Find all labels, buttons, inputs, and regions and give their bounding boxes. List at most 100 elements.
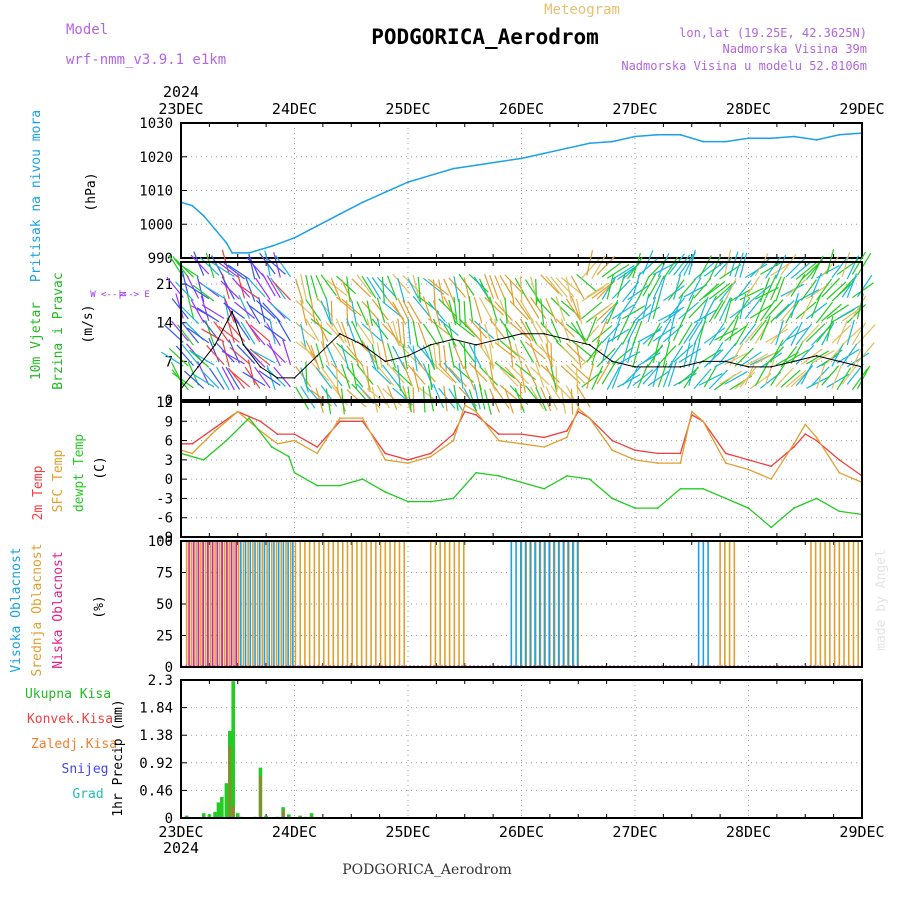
- wind-barb: [698, 372, 723, 386]
- temp2m-line-point: [543, 436, 546, 439]
- wind-barb: [545, 275, 563, 297]
- wind-barb: [550, 385, 566, 408]
- wind-barb: [739, 287, 764, 301]
- wind-barb: [545, 365, 559, 389]
- wind-barb: [576, 273, 597, 292]
- date-label-top: 25DEC: [385, 100, 430, 118]
- y-tick-label: 0.92: [139, 756, 173, 772]
- mid-cloud-axis-title: Srednja Oblacnost: [30, 543, 45, 676]
- wind-barb: [273, 252, 281, 278]
- y-tick-label: 12: [156, 395, 173, 411]
- wind-barb: [765, 299, 784, 320]
- wind-barb: [199, 257, 220, 276]
- wind-barb: [708, 299, 724, 323]
- wind-barb: [499, 275, 514, 299]
- wind-barb: [550, 318, 562, 343]
- wind-barb: [565, 276, 573, 303]
- wind-barb: [463, 321, 482, 342]
- wind-barb: [422, 345, 435, 370]
- wind-barb: [734, 323, 749, 347]
- wind-barb: [259, 252, 276, 275]
- dewpoint-line-point: [838, 510, 841, 513]
- wind-barb: [800, 295, 814, 320]
- wind-barb: [186, 284, 210, 300]
- wind-barb: [698, 315, 707, 342]
- wind-barb: [412, 295, 431, 317]
- wind-barb: [856, 252, 872, 276]
- sfc-temp-line-point: [475, 410, 477, 413]
- y-tick-label: 1030: [139, 116, 173, 132]
- wind-barb: [800, 279, 817, 302]
- wind-barb: [181, 322, 200, 344]
- y-tick-label: 0.46: [139, 783, 173, 799]
- wind-barb: [764, 359, 775, 385]
- y-tick-label: 1.84: [139, 701, 173, 717]
- wind-barb: [371, 344, 379, 370]
- wind-speed-line-point: [497, 338, 500, 341]
- pressure-line-point: [361, 201, 364, 204]
- wind-barb: [714, 282, 735, 301]
- wind-barb: [428, 278, 450, 296]
- pressure-line-point: [475, 164, 477, 167]
- wind-barb: [351, 320, 364, 345]
- wind-barb: [744, 322, 763, 344]
- low-cloud-axis-title: Niska Oblacnost: [51, 551, 66, 668]
- wind-barb: [637, 363, 649, 389]
- wind-barb: [632, 303, 652, 324]
- panel-border: [180, 401, 863, 538]
- wind-barb: [325, 297, 332, 324]
- station-title: PODGORICA_Aerodrom: [371, 25, 599, 49]
- wind-barb: [770, 276, 782, 301]
- precip-legend-total: Ukupna Kisa: [25, 687, 111, 702]
- wind-speed-line-point: [231, 310, 233, 313]
- wind-barb: [759, 315, 771, 341]
- wind-barb: [473, 383, 481, 410]
- wind-barb: [524, 295, 540, 319]
- wind-barb: [376, 365, 395, 387]
- wind-barb: [171, 320, 189, 342]
- wind-barb: [258, 297, 266, 323]
- y-tick-label: -6: [156, 511, 173, 527]
- wind-barb: [412, 366, 420, 393]
- wind-barb: [698, 255, 712, 279]
- dewpoint-line-point: [634, 507, 636, 509]
- sfc-temp-line: [180, 404, 863, 483]
- wind-barb: [351, 340, 360, 366]
- y-tick-label: 0: [165, 472, 173, 488]
- wind-barb: [545, 323, 549, 350]
- wind-barb: [494, 318, 500, 345]
- wind-barb: [846, 255, 860, 280]
- pressure-line-point: [452, 167, 455, 170]
- sfc-temp-line-point: [429, 455, 432, 458]
- wind-barb: [785, 326, 810, 341]
- wind-barb: [229, 369, 251, 388]
- wind-barb: [478, 297, 493, 321]
- wind-axis-title-2: Brzina i Pravac: [51, 272, 66, 389]
- wind-barb: [247, 277, 266, 298]
- wind-barb: [790, 321, 803, 346]
- wind-barb: [826, 315, 834, 342]
- wind-barb: [816, 278, 833, 301]
- temp2m-line-point: [293, 433, 296, 436]
- wind-barb: [688, 277, 702, 302]
- wind-barb: [346, 318, 357, 344]
- precip-total-bar: [231, 681, 236, 818]
- wind-barb: [637, 352, 661, 367]
- wind-barb: [387, 275, 398, 301]
- wind-barb: [392, 273, 411, 294]
- wind-barb: [719, 263, 742, 280]
- wind-barb: [448, 342, 455, 368]
- wind-barb: [175, 345, 194, 367]
- wind-barb: [540, 274, 560, 294]
- wind-barb: [397, 365, 402, 391]
- precip-total-bar: [287, 814, 291, 818]
- dewpoint-line-point: [566, 475, 568, 477]
- wind-barb: [530, 386, 544, 410]
- wind-barb: [591, 365, 604, 390]
- wind-barb: [376, 384, 390, 409]
- precip-total-bar: [309, 813, 314, 818]
- y-tick-label: 25: [156, 629, 173, 645]
- wind-barb: [611, 316, 621, 342]
- wind-barb: [846, 273, 858, 298]
- date-label-bottom: 29DEC: [839, 823, 884, 841]
